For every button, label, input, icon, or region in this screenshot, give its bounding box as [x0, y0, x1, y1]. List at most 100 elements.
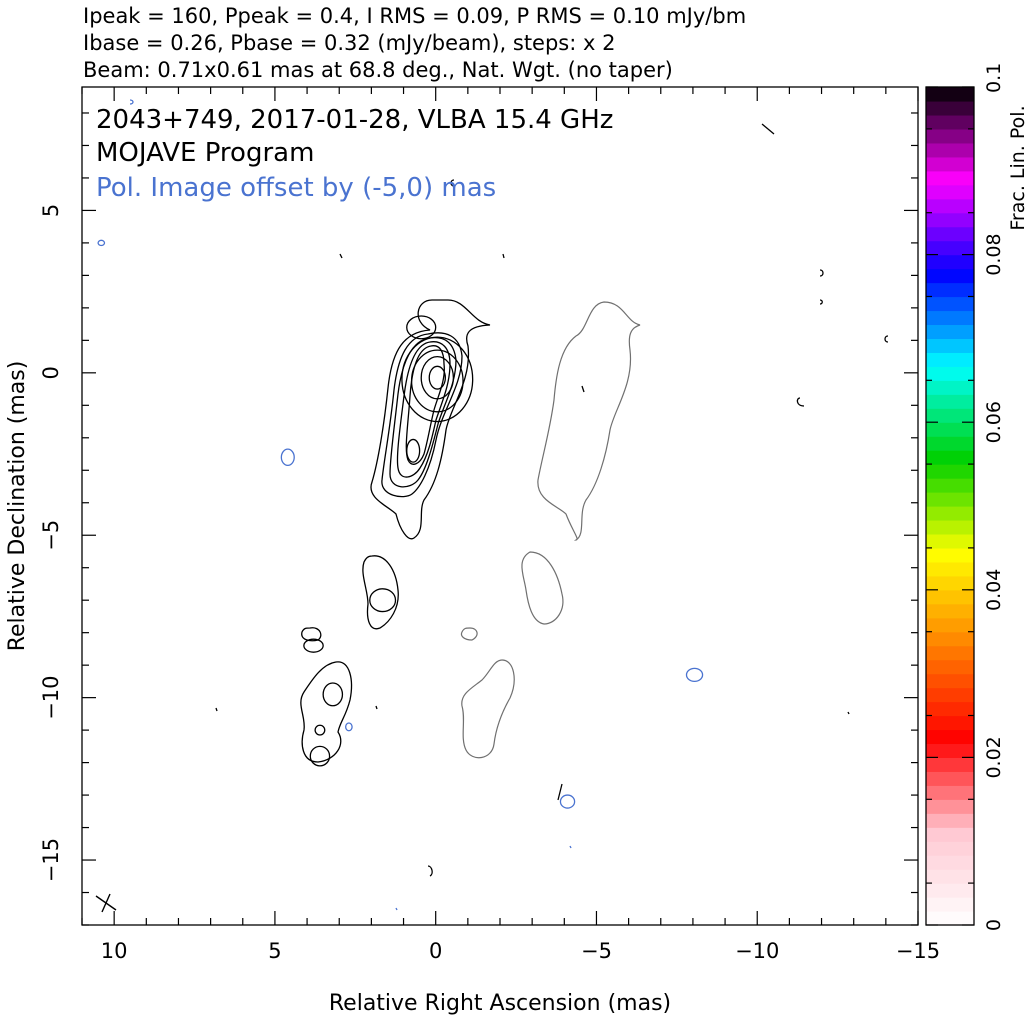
contour-ring [314, 724, 326, 736]
colorbar-band [926, 687, 974, 703]
colorbar-band [926, 254, 974, 270]
x-tick-label: −10 [735, 939, 779, 963]
contour-layer [300, 299, 641, 763]
knot-contour-2 [300, 661, 353, 763]
colorbar-band [926, 366, 974, 381]
colorbar-frame [925, 86, 975, 926]
jet-contour-2 [381, 332, 463, 498]
colorbar-band [926, 855, 974, 870]
noise-mark [569, 845, 572, 849]
plot-frame [81, 86, 919, 926]
contour-ring [309, 745, 331, 767]
x-tick-label: −15 [896, 939, 940, 963]
noise-mark [819, 269, 824, 277]
colorbar-band [926, 729, 974, 745]
colorbar-band [926, 212, 974, 228]
colorbar-band [926, 324, 974, 339]
contour-ring [406, 438, 421, 463]
knot-contour-3 [301, 627, 322, 642]
contour-ring [369, 588, 397, 613]
noise-marks [129, 99, 889, 911]
colorbar-band [926, 87, 974, 102]
colorbar-band [926, 589, 974, 605]
colorbar-band [926, 408, 974, 423]
colorbar-band [926, 603, 974, 619]
colorbar-band [926, 533, 974, 549]
contour-ring [559, 794, 576, 809]
colorbar-band [926, 114, 974, 130]
colorbar-tick-label: 0.1 [983, 63, 1005, 93]
colorbar-band [926, 436, 974, 451]
noise-mark [761, 123, 775, 135]
colorbar-ticks: 0 0.02 0.04 0.06 0.08 0.1 [926, 63, 1005, 931]
colorbar-band [926, 198, 974, 214]
contour-ring [685, 667, 704, 683]
colorbar-band [926, 911, 974, 926]
colorbar-tick-label: 0.06 [983, 401, 1005, 443]
colorbar-tick-label: 0.04 [983, 569, 1005, 611]
colorbar-bands [926, 87, 974, 926]
source-annotation: 2043+749, 2017-01-28, VLBA 15.4 GHz [96, 105, 613, 135]
noise-mark [375, 705, 378, 710]
y-tick-label: −10 [39, 675, 63, 719]
noise-mark [884, 335, 889, 343]
noise-mark [427, 865, 433, 877]
colorbar: 0 0.02 0.04 0.06 0.08 0.1 Frac. Lin. Pol. [925, 63, 1027, 931]
contour-ring [97, 239, 106, 247]
colorbar-band [926, 240, 974, 256]
noise-mark [796, 397, 805, 407]
pol-contour-4 [460, 627, 478, 641]
contour-ring [420, 355, 455, 400]
colorbar-tick-label: 0.08 [983, 233, 1005, 275]
colorbar-band [926, 380, 974, 395]
colorbar-band [926, 142, 974, 158]
knot-contour-1 [362, 555, 399, 630]
colorbar-band [926, 226, 974, 242]
y-tick-label: 5 [39, 204, 63, 217]
colorbar-band [926, 701, 974, 717]
contour-ring [303, 638, 324, 653]
colorbar-band [926, 743, 974, 758]
program-annotation: MOJAVE Program [96, 138, 314, 168]
contour-ring [401, 336, 474, 423]
colorbar-band [926, 519, 974, 535]
offset-annotation: Pol. Image offset by (-5,0) mas [96, 173, 496, 203]
colorbar-band [926, 464, 974, 479]
colorbar-band [926, 450, 974, 465]
colorbar-band [926, 841, 974, 856]
x-axis-label: Relative Right Ascension (mas) [329, 991, 671, 1016]
noise-mark [557, 783, 563, 801]
jet-contour-1 [370, 299, 491, 540]
contour-ring [322, 682, 344, 707]
colorbar-band [926, 897, 974, 912]
header-line-2: Ibase = 0.26, Pbase = 0.32 (mJy/beam), s… [83, 31, 615, 55]
contour-ring [410, 349, 464, 413]
y-tick-label: 0 [39, 366, 63, 379]
colorbar-band [926, 352, 974, 367]
noise-mark [129, 99, 134, 105]
colorbar-band [926, 645, 974, 661]
noise-mark [847, 711, 850, 715]
axis-ticks [81, 87, 919, 926]
colorbar-band [926, 715, 974, 731]
colorbar-band [926, 757, 974, 772]
x-tick-label: 10 [101, 939, 128, 963]
contour-ring [345, 722, 353, 732]
colorbar-band [926, 478, 974, 493]
colorbar-band [926, 785, 974, 800]
colorbar-band [926, 575, 974, 591]
x-tick-label: 0 [429, 939, 442, 963]
colorbar-band [926, 268, 974, 284]
colorbar-band [926, 422, 974, 437]
colorbar-band [926, 869, 974, 884]
header-line-3: Beam: 0.71x0.61 mas at 68.8 deg., Nat. W… [83, 58, 673, 82]
colorbar-band [926, 170, 974, 186]
colorbar-band [926, 659, 974, 675]
colorbar-band [926, 883, 974, 898]
contour-ring [428, 365, 446, 390]
colorbar-band [926, 771, 974, 786]
colorbar-band [926, 547, 974, 563]
colorbar-band [926, 506, 974, 521]
colorbar-band [926, 813, 974, 828]
